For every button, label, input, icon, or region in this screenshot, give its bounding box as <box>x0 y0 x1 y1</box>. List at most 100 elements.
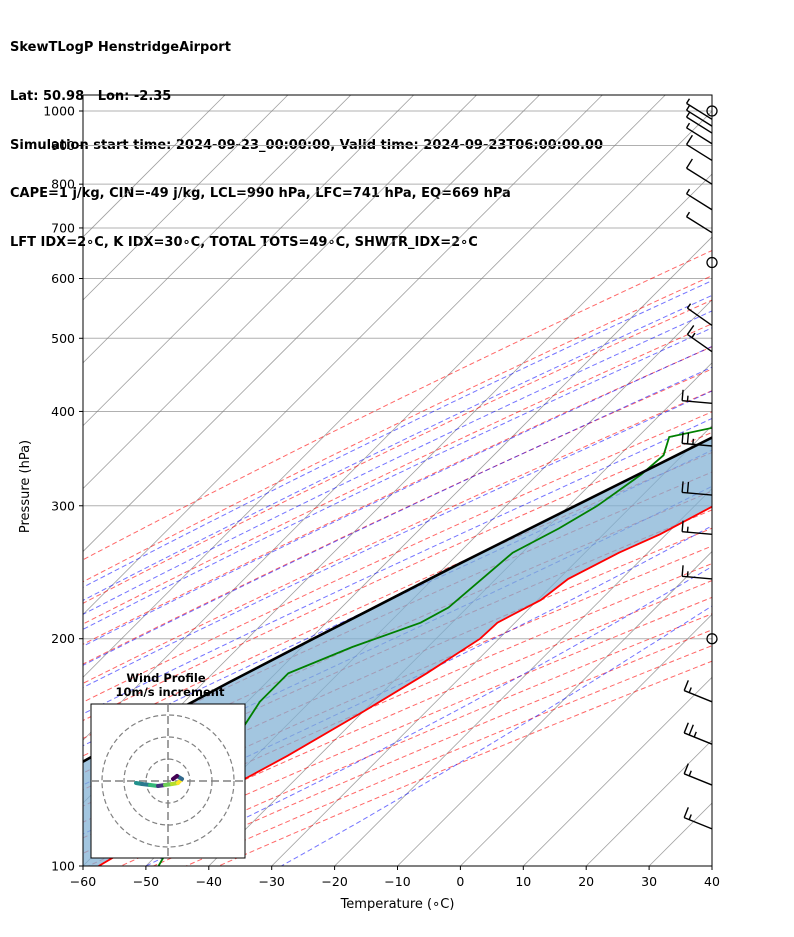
hodograph-subtitle: 10m/s increment <box>116 685 225 699</box>
wind-barb-flag <box>681 432 684 444</box>
station-title: SkewTLogP HenstridgeAirport <box>10 40 231 56</box>
wind-barb <box>685 188 713 211</box>
moist-adiabat <box>83 390 712 689</box>
wind-barb-shaft <box>683 732 713 745</box>
station-location: Lat: 50.98 Lon: -2.35 <box>10 89 172 105</box>
hodograph-ring <box>101 714 235 848</box>
wind-barb <box>681 432 713 447</box>
wind-barb-flag <box>681 481 684 493</box>
wind-barb <box>683 763 713 786</box>
isotherm-gridline <box>208 362 712 866</box>
dry-adiabat <box>83 527 712 807</box>
moist-adiabat <box>281 605 712 866</box>
y-tick-label: 400 <box>51 404 75 419</box>
wind-barb-flag <box>681 389 684 401</box>
y-tick-label: 1000 <box>43 103 75 118</box>
x-tick-label: −40 <box>196 874 222 889</box>
wind-barb <box>685 112 713 134</box>
isotherm-gridline <box>83 95 477 490</box>
wind-barb <box>683 680 713 703</box>
wind-barb-flag <box>683 680 689 691</box>
x-tick-label: 20 <box>578 874 594 889</box>
y-tick-label: 600 <box>51 271 75 286</box>
wind-barb-shaft <box>683 689 713 703</box>
wind-barb-flag <box>685 105 691 111</box>
dry-adiabat <box>83 299 712 604</box>
wind-barb-flag <box>681 565 684 577</box>
hodograph-title: Wind Profile <box>126 671 206 685</box>
isotherm-gridline <box>460 613 712 866</box>
wind-barb-shaft <box>682 491 713 496</box>
isotherm-gridline <box>83 95 414 427</box>
isotherm-gridline <box>711 865 712 866</box>
wind-barb-flag <box>685 188 691 195</box>
isotherm-gridline <box>83 95 352 364</box>
wind-barb-shaft <box>686 143 713 162</box>
y-tick-label: 700 <box>51 220 75 235</box>
wind-barb <box>681 481 713 496</box>
x-tick-label: −60 <box>70 874 96 889</box>
wind-barb-flag <box>686 325 695 335</box>
wind-barb <box>685 105 713 127</box>
dry-adiabat <box>83 249 712 561</box>
wind-barb-flag <box>685 134 693 145</box>
dry-adiabat <box>83 323 712 625</box>
dewpoint-line <box>157 426 712 866</box>
axes: −60 −50 −40 −30 −20 −10 0 10 20 30 40 100 200 300 400 5… <box>18 94 720 912</box>
isotherm-gridline <box>83 95 666 678</box>
chart-header: SkewTLogP HenstridgeAirport Lat: 50.98 L… <box>10 8 603 267</box>
isotherm-gridline <box>334 488 712 866</box>
y-axis-label: Pressure (hPa) <box>18 440 33 533</box>
wind-barb <box>685 98 713 120</box>
wind-barb-flag <box>686 432 690 444</box>
x-tick-label: −30 <box>259 874 285 889</box>
hodograph-trace-segment <box>171 774 179 781</box>
wind-barb-shaft <box>682 442 713 447</box>
y-tick-label: 300 <box>51 498 75 513</box>
x-tick-label: 0 <box>456 874 464 889</box>
wind-barb <box>683 722 713 745</box>
y-tick-label: 900 <box>51 138 75 153</box>
dry-adiabat <box>83 411 712 703</box>
wind-barb-flag <box>683 722 689 734</box>
wind-barb-shaft <box>686 116 713 134</box>
hodograph-body <box>91 704 245 858</box>
wind-barb-shaft <box>686 167 713 185</box>
dry-adiabat <box>83 545 712 823</box>
isotherm-gridline <box>523 676 712 866</box>
moist-adiabat <box>83 280 712 588</box>
wind-barb <box>685 134 713 162</box>
wind-barb-flag <box>688 687 692 693</box>
wind-barb-flag <box>686 303 692 309</box>
wind-barb-flag <box>685 98 691 104</box>
wind-barb <box>686 303 713 326</box>
parcel-line <box>83 436 712 764</box>
wind-barb-flag <box>693 731 697 738</box>
x-tick-label: 10 <box>515 874 531 889</box>
wind-barb-flag <box>685 158 693 169</box>
moist-adiabat <box>83 310 712 615</box>
dry-adiabat <box>83 368 712 665</box>
y-tick-label: 200 <box>51 631 75 646</box>
wind-barb <box>686 325 713 353</box>
wind-barb-shaft <box>687 307 713 326</box>
x-tick-label: −20 <box>321 874 347 889</box>
wind-barb-flag <box>686 481 690 493</box>
wind-barb-flag <box>691 332 696 338</box>
wind-barb-flag <box>683 807 689 818</box>
wind-barb <box>685 122 713 145</box>
isotherm-gridline <box>83 95 540 553</box>
wind-barb-flag <box>685 122 691 129</box>
dry-adiabat <box>83 346 712 645</box>
x-axis-label: Temperature (∘C) <box>340 897 455 912</box>
wind-barb <box>685 211 713 234</box>
wind-barb-shaft <box>686 102 713 120</box>
wind-barb-shaft <box>682 400 713 405</box>
wind-barb <box>685 158 713 185</box>
wind-barb-flag <box>685 112 691 118</box>
isotherm-gridline <box>397 550 712 866</box>
x-tick-label: −50 <box>133 874 159 889</box>
y-tick-label: 100 <box>51 859 75 874</box>
wind-barb-flag <box>681 520 684 532</box>
